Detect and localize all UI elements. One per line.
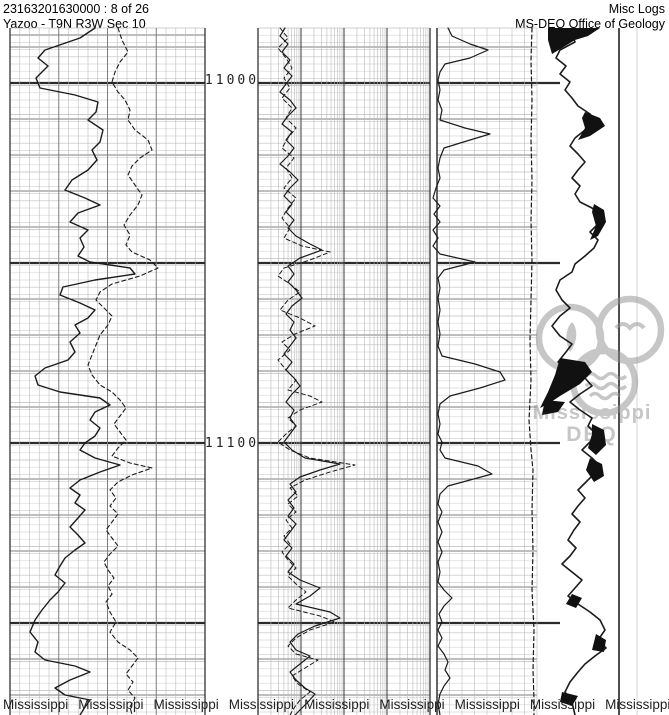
log-fill-blob-645: [592, 634, 606, 652]
watermark-word: Mississippi: [605, 697, 669, 712]
depth-label-11100: 11100: [205, 436, 259, 451]
agency-name: MS-DEQ Office of Geology: [515, 17, 665, 31]
log-curves: [29, 27, 607, 715]
log-curve-fills: [540, 28, 606, 706]
log-curve-track1-dashed: [87, 27, 159, 715]
log-curve-track1-solid: [29, 27, 136, 715]
log-fill-blob-top: [548, 28, 600, 54]
log-fill-blob-470: [586, 458, 604, 482]
header-left: 23163201630000 : 8 of 26 Yazoo - T9N R3W…: [3, 2, 149, 32]
well-location: Yazoo - T9N R3W Sec 10: [3, 17, 146, 31]
header-right: Misc Logs MS-DEQ Office of Geology: [515, 2, 665, 32]
watermark-word: Mississippi: [304, 697, 370, 712]
log-fill-blob-435: [588, 424, 606, 455]
log-category: Misc Logs: [608, 2, 665, 16]
watermark-word: Mississippi: [228, 697, 295, 712]
watermark-word: Mississippi: [379, 697, 445, 712]
watermark-word: Mississippi: [3, 697, 69, 712]
log-fill-blob-695: [560, 692, 578, 706]
log-curve-track3-curve: [432, 27, 506, 715]
log-curve-track2-solid: [279, 27, 341, 715]
depth-label-11000: 11000: [205, 73, 259, 88]
log-fill-blob-370: [540, 358, 592, 408]
deq-watermark-logo: Mississippi DEQ: [533, 295, 665, 446]
watermark-word: Mississippi: [78, 697, 144, 712]
log-curve-correction-dashed: [528, 27, 535, 715]
log-fill-blob-405: [542, 400, 565, 415]
logo-bird-icon: [614, 322, 646, 332]
logo-wave-icon: [584, 371, 628, 401]
log-curve-track2-dashed: [277, 27, 356, 715]
log-grid: [9, 27, 638, 715]
watermark-title: Mississippi: [533, 402, 652, 424]
log-fill-blob-210: [590, 204, 606, 240]
watermark-word: Mississippi: [454, 697, 520, 712]
logo-leaf-icon: [566, 322, 577, 352]
watermark-word: Mississippi: [153, 697, 219, 712]
watermark-word: Mississippi: [529, 697, 596, 712]
log-fill-blob-115: [578, 112, 605, 140]
document-id: 23163201630000 : 8 of 26: [3, 2, 149, 16]
bottom-watermark-row: Mississippi Mississippi Mississippi Mississ…: [3, 697, 669, 712]
log-fill-blob-600: [566, 594, 582, 608]
